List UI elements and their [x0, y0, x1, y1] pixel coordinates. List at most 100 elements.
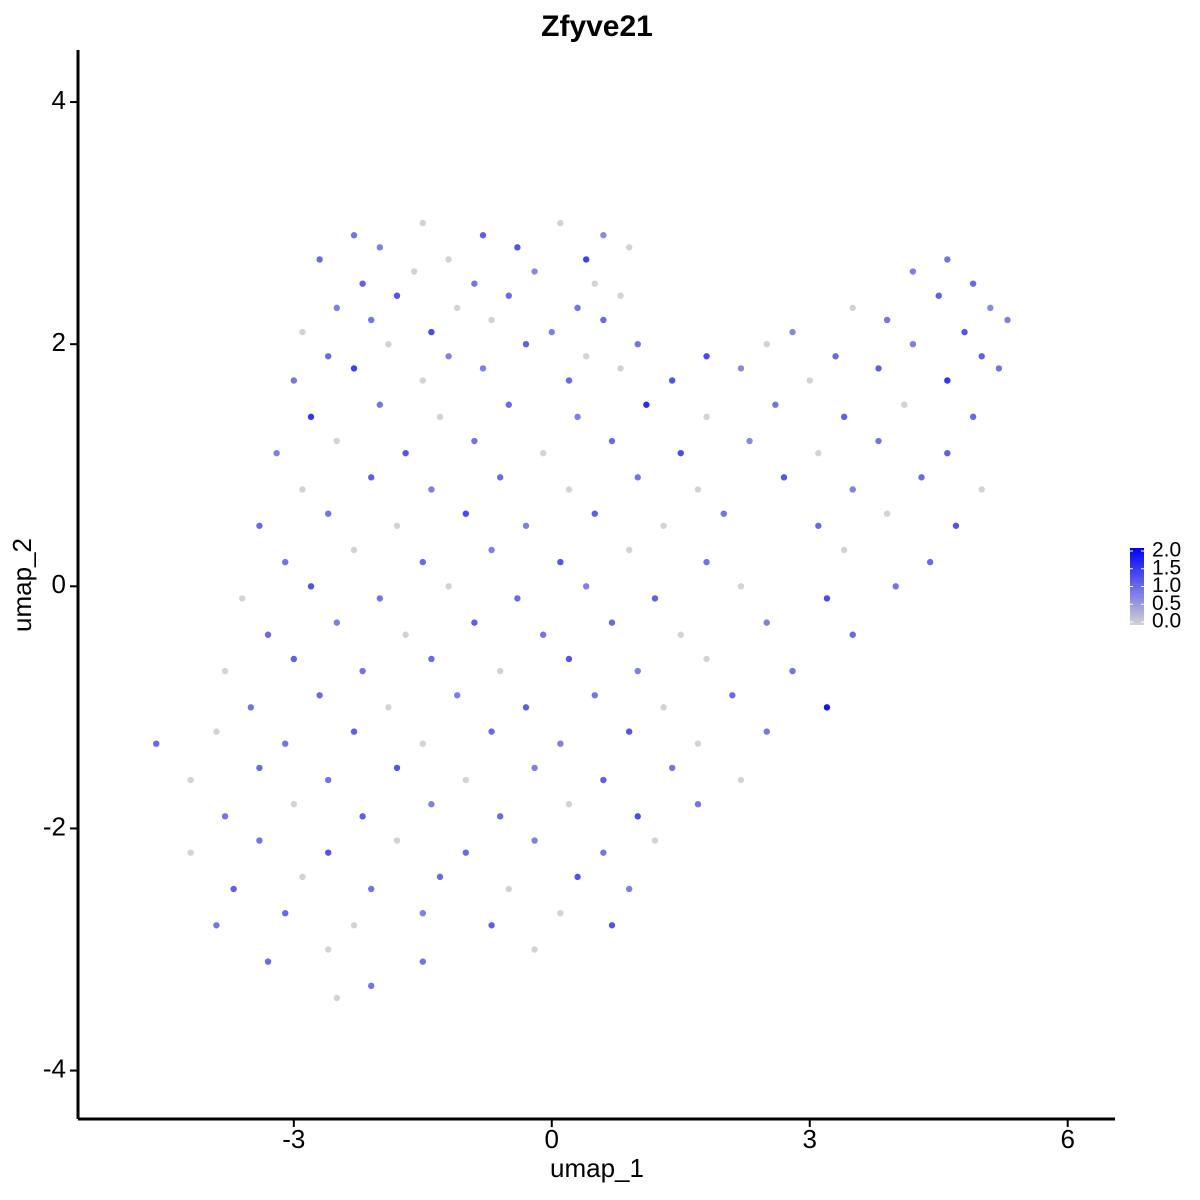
point [428, 655, 435, 663]
point [393, 522, 401, 529]
point [608, 437, 616, 445]
point [789, 667, 796, 675]
point [368, 316, 375, 324]
colorbar [1130, 548, 1144, 625]
point [514, 244, 521, 251]
point [849, 631, 856, 638]
point [806, 377, 813, 384]
point [909, 268, 917, 275]
colorbar-label: 1.5 [1152, 556, 1181, 579]
point [282, 909, 289, 917]
point [737, 776, 745, 784]
point [419, 740, 427, 747]
point [213, 728, 220, 735]
point [290, 655, 298, 663]
point [668, 377, 676, 384]
point [496, 813, 504, 820]
point [221, 813, 229, 820]
x-tick-label: -3 [282, 1124, 305, 1154]
point [522, 704, 530, 711]
point [419, 909, 427, 917]
point [359, 667, 366, 675]
point [256, 837, 263, 844]
point [299, 486, 306, 493]
point [634, 474, 641, 481]
point [419, 219, 427, 227]
point [350, 546, 358, 554]
point [419, 377, 427, 384]
point [651, 837, 659, 844]
point [582, 256, 590, 263]
point [496, 474, 504, 481]
point [325, 510, 332, 517]
point [531, 268, 538, 275]
point [926, 558, 934, 566]
point [574, 304, 581, 312]
point [428, 328, 435, 336]
point [668, 764, 676, 772]
point [462, 510, 470, 517]
point [840, 413, 848, 421]
point [471, 619, 478, 626]
point [402, 631, 409, 638]
point [213, 922, 220, 929]
point [574, 413, 581, 421]
point [522, 340, 530, 348]
point [316, 256, 323, 263]
x-tick-label: 3 [803, 1124, 817, 1154]
point [514, 595, 521, 602]
y-tick-label: -4 [43, 1053, 66, 1083]
point [282, 740, 289, 747]
point [333, 304, 341, 312]
point [617, 292, 624, 299]
point [239, 595, 246, 602]
point [582, 583, 590, 590]
point [436, 873, 444, 881]
point [763, 619, 770, 626]
point [479, 365, 487, 372]
point [823, 595, 831, 602]
point [505, 401, 512, 408]
point [677, 631, 684, 638]
point [944, 449, 951, 457]
point [1004, 316, 1011, 324]
point [445, 353, 452, 360]
point [359, 813, 366, 820]
point [531, 764, 538, 772]
point [376, 244, 384, 251]
point [488, 922, 495, 929]
point [548, 328, 555, 336]
point [565, 486, 573, 493]
point [729, 692, 736, 699]
point [488, 316, 495, 324]
point [651, 595, 659, 602]
point [393, 837, 401, 844]
colorbar-label: 0.0 [1152, 610, 1181, 633]
point [608, 922, 616, 929]
colorbar-label: 2.0 [1152, 539, 1181, 562]
point [969, 413, 977, 421]
point [187, 776, 194, 784]
point [436, 413, 444, 421]
point [368, 885, 375, 893]
point [402, 449, 409, 457]
point [273, 449, 280, 457]
point [376, 401, 384, 408]
point [875, 365, 882, 372]
point [849, 304, 856, 312]
point [703, 558, 710, 566]
point [625, 244, 633, 251]
point [282, 558, 289, 566]
point [565, 655, 573, 663]
point [909, 340, 917, 348]
point [772, 401, 779, 408]
point [815, 449, 822, 457]
point [333, 437, 341, 445]
point [359, 280, 366, 287]
point [350, 365, 358, 372]
point [582, 353, 590, 360]
point [892, 583, 899, 590]
point [479, 232, 487, 239]
point [505, 885, 512, 893]
point [703, 655, 710, 663]
